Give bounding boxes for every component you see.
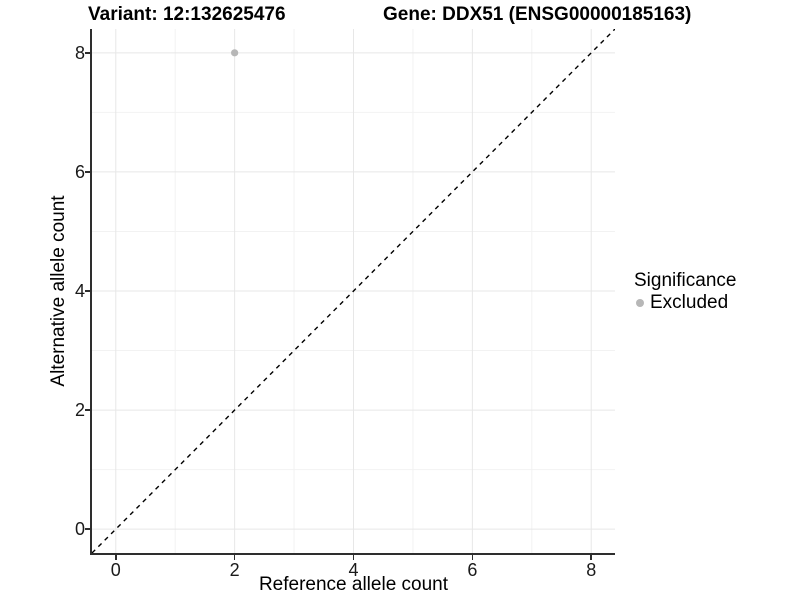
y-axis-tick-mark	[85, 52, 90, 54]
y-tick-label: 0	[74, 519, 85, 540]
x-axis-title: Reference allele count	[258, 574, 449, 595]
data-point	[231, 49, 239, 57]
plot-title-gene: Gene: DDX51 (ENSG00000185163)	[383, 4, 692, 25]
legend-title: Significance	[634, 270, 737, 291]
plot-panel	[90, 29, 615, 555]
legend-key-dot	[636, 299, 644, 307]
x-tick-label: 0	[110, 560, 121, 580]
x-axis-tick-mark	[115, 555, 117, 560]
y-tick-label: 2	[74, 400, 85, 421]
y-tick-label: 8	[74, 42, 85, 63]
x-axis-tick-mark	[471, 555, 474, 560]
x-tick-label: 2	[229, 560, 240, 580]
plot-title-variant: Variant: 12:132625476	[88, 4, 286, 25]
legend: Significance Excluded	[632, 270, 736, 314]
y-axis-tick-mark	[85, 409, 90, 411]
x-tick-label: 6	[467, 560, 478, 580]
y-tick-label: 6	[74, 161, 85, 182]
x-axis-tick-mark	[590, 555, 592, 560]
legend-item-label: Excluded	[650, 292, 729, 313]
x-axis-tick-mark	[233, 555, 236, 560]
x-axis-tick-mark	[352, 555, 355, 560]
legend-items: Excluded	[632, 292, 736, 314]
y-axis-tick-mark	[85, 290, 90, 292]
legend-item: Excluded	[632, 292, 736, 314]
x-tick-label: 4	[348, 560, 359, 580]
y-axis-tick-mark	[85, 528, 90, 530]
chart-canvas	[92, 29, 615, 553]
y-axis-tick-mark	[85, 171, 90, 173]
y-tick-label: 4	[74, 281, 85, 301]
identity-line	[92, 29, 615, 553]
x-tick-label: 8	[586, 560, 597, 580]
